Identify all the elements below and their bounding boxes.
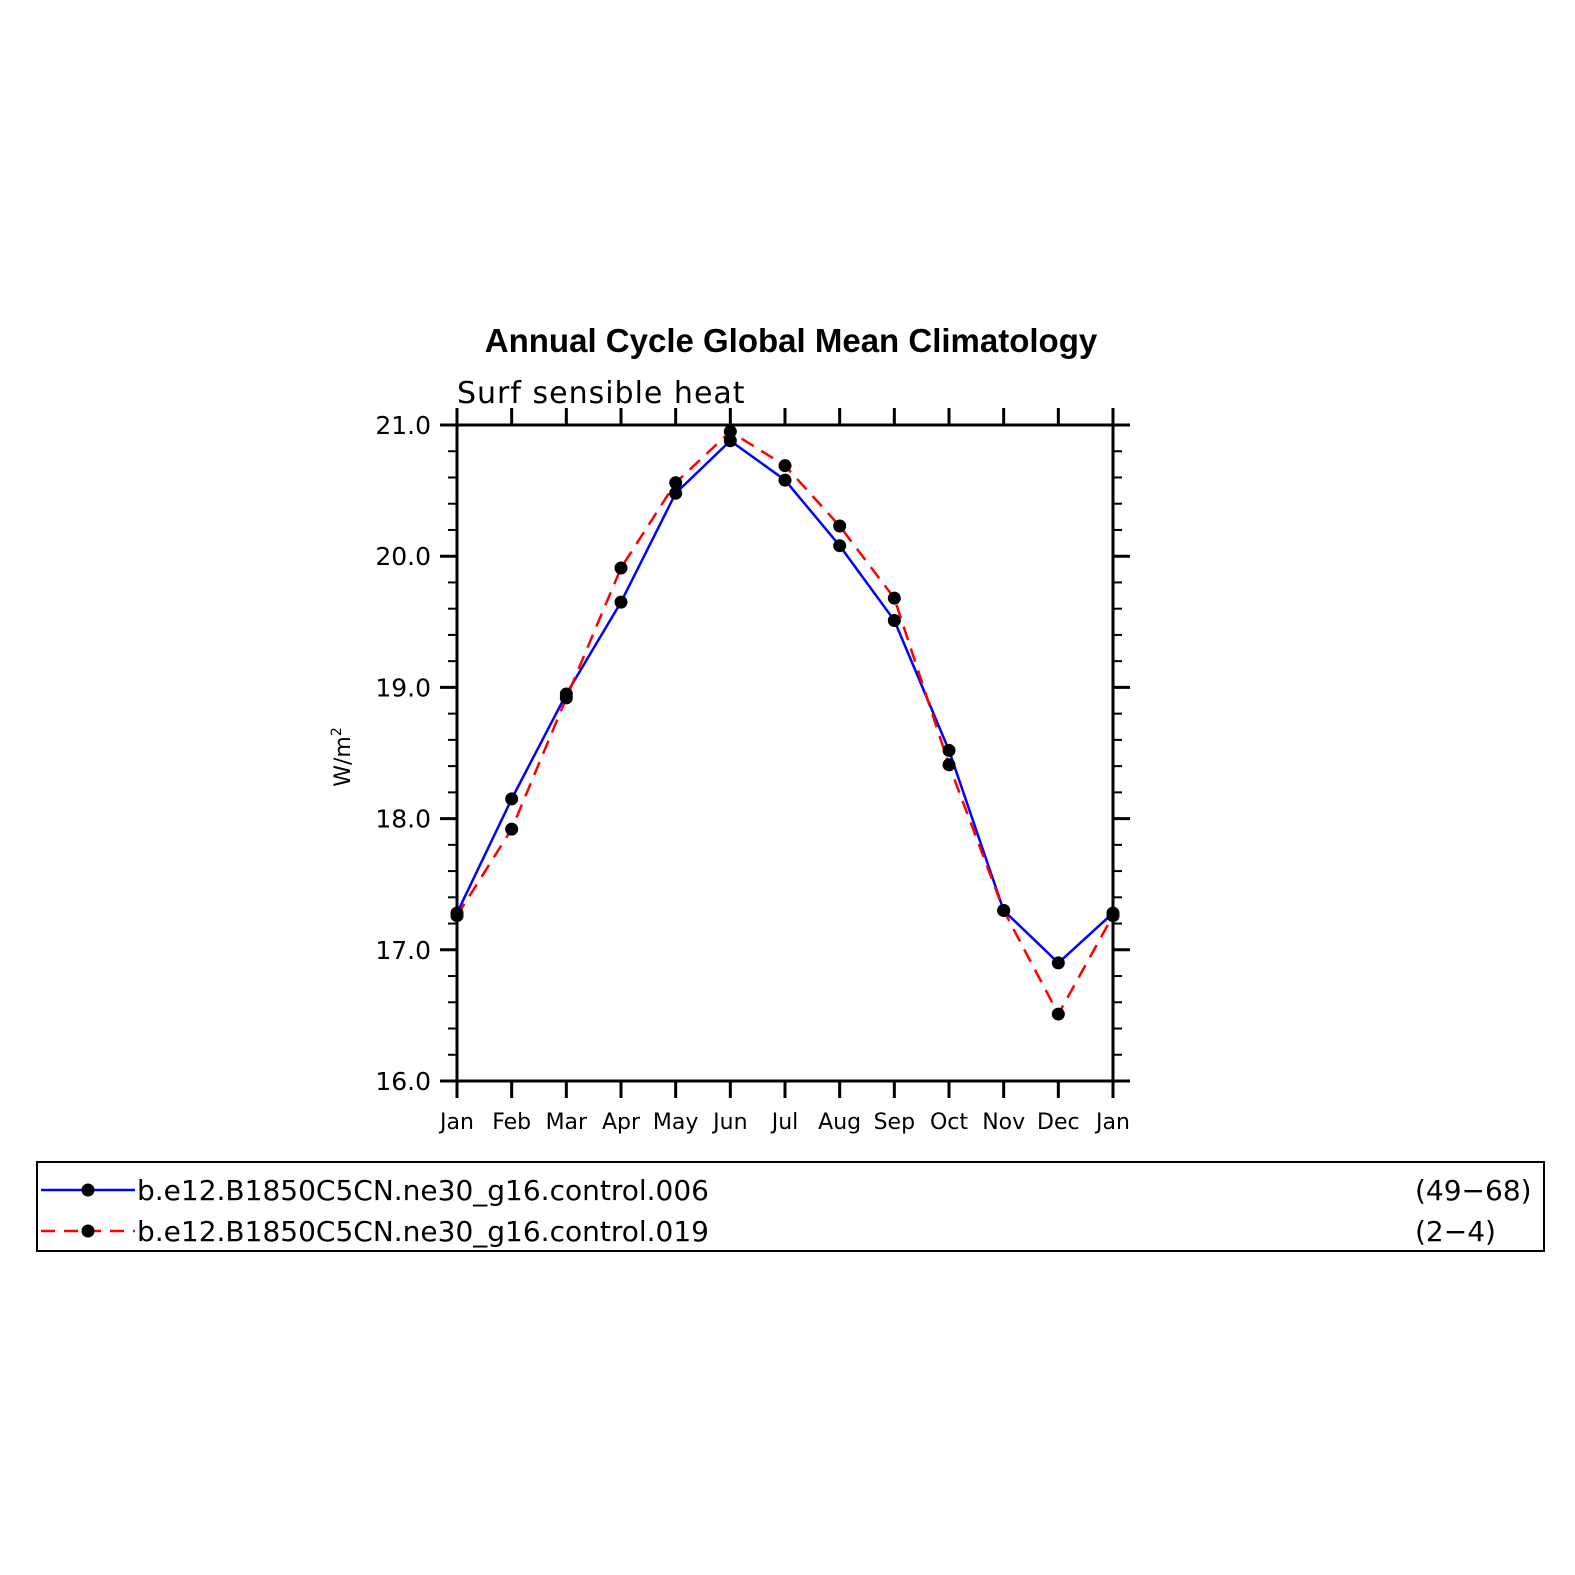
legend-series-years: (49−68) — [1415, 1174, 1532, 1207]
x-tick-label: Jun — [711, 1110, 747, 1135]
y-tick-label: 20.0 — [375, 542, 431, 571]
x-tick-label: Sep — [874, 1110, 915, 1135]
x-tick-label: Jul — [770, 1110, 799, 1135]
data-point-series-1 — [778, 473, 792, 487]
data-point-series-2 — [833, 519, 847, 533]
x-ticks: Jan Feb Mar Apr May Jun Jul Aug Sep Oct Nov Dec Jan — [438, 408, 1130, 1135]
x-tick-label: Jan — [438, 1110, 474, 1135]
x-tick-label: Jan — [1094, 1110, 1130, 1135]
data-point-series-2 — [450, 909, 464, 923]
legend-marker-1 — [81, 1183, 95, 1197]
data-point-series-2 — [1106, 909, 1120, 923]
y-axis-label-text: W/m — [331, 736, 356, 787]
x-tick-label: Nov — [982, 1110, 1025, 1135]
series-line-2 — [455, 429, 1115, 1017]
x-tick-label: Mar — [546, 1110, 588, 1135]
data-point-series-1 — [887, 613, 901, 627]
legend-box — [36, 1161, 1545, 1252]
y-tick-label: 18.0 — [375, 805, 431, 834]
legend-marker-2 — [81, 1224, 95, 1238]
y-axis-label-superscript: 2 — [329, 727, 345, 736]
data-point-series-2 — [723, 425, 737, 439]
series-markers — [450, 425, 1120, 1021]
data-point-series-2 — [505, 822, 519, 836]
legend: b.e12.B1850C5CN.ne30_g16.control.006 (49−… — [41, 1174, 1532, 1248]
data-point-series-2 — [942, 758, 956, 772]
x-tick-label: Dec — [1037, 1110, 1080, 1135]
x-tick-label: Aug — [818, 1110, 861, 1135]
data-point-series-1 — [1051, 956, 1065, 970]
data-point-series-2 — [559, 691, 573, 705]
data-point-series-1 — [505, 792, 519, 806]
legend-series-name: b.e12.B1850C5CN.ne30_g16.control.006 — [137, 1174, 709, 1207]
y-axis-label: W/m2 — [329, 727, 356, 787]
data-point-series-2 — [887, 591, 901, 605]
x-tick-label: May — [653, 1110, 698, 1135]
legend-series-name: b.e12.B1850C5CN.ne30_g16.control.019 — [137, 1215, 709, 1248]
data-point-series-1 — [669, 486, 683, 500]
x-tick-label: Feb — [492, 1110, 531, 1135]
series-lines — [455, 429, 1115, 1017]
y-tick-label: 17.0 — [375, 936, 431, 965]
y-ticks: 16.0 17.0 18.0 19.0 20.0 21.0 — [375, 411, 1130, 1096]
data-point-series-2 — [778, 459, 792, 473]
plot-frame — [455, 423, 1115, 1083]
chart-subtitle: Surf sensible heat — [457, 376, 746, 411]
data-point-series-1 — [833, 539, 847, 553]
y-tick-label: 16.0 — [375, 1067, 431, 1096]
chart-title: Annual Cycle Global Mean Climatology — [485, 322, 1098, 359]
data-point-series-2 — [614, 561, 628, 575]
y-tick-label: 19.0 — [375, 673, 431, 702]
data-point-series-1 — [723, 434, 737, 448]
data-point-series-1 — [614, 595, 628, 609]
data-point-series-2 — [1051, 1007, 1065, 1021]
series-line-1 — [455, 439, 1114, 965]
data-point-series-1 — [942, 743, 956, 757]
x-tick-label: Apr — [602, 1110, 641, 1135]
y-tick-label: 21.0 — [375, 411, 431, 440]
x-tick-label: Oct — [930, 1110, 968, 1135]
data-point-series-2 — [997, 903, 1011, 917]
legend-series-years: (2−4) — [1415, 1215, 1496, 1248]
data-point-series-2 — [669, 476, 683, 490]
